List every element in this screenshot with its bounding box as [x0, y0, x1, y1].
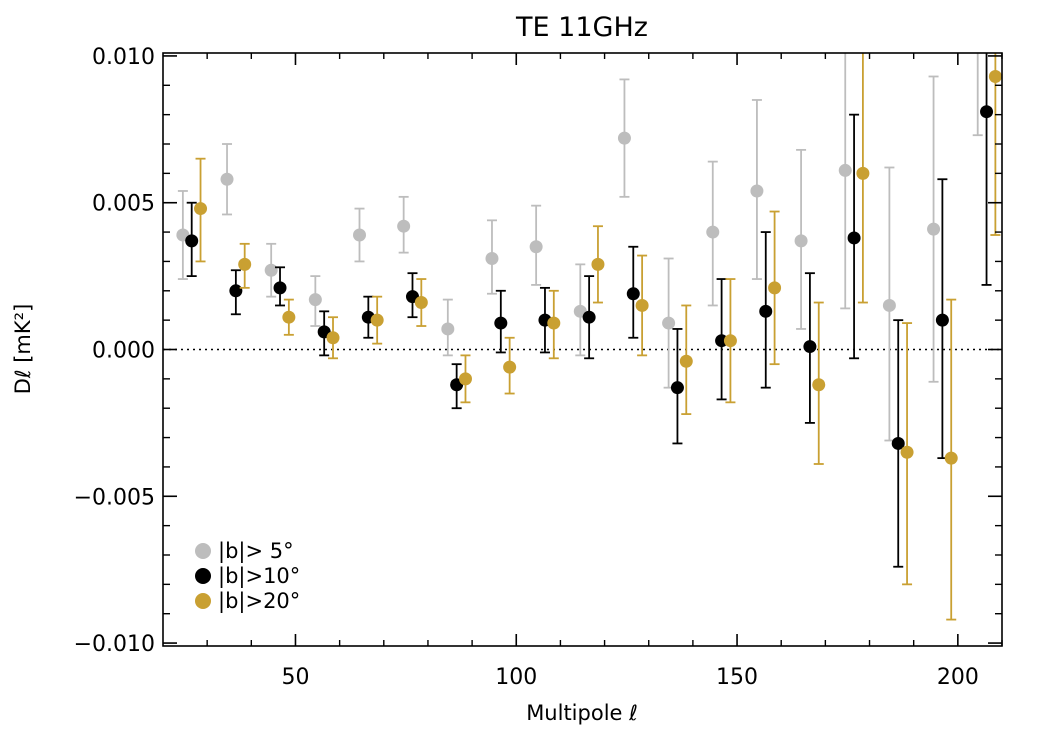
- data-point: [803, 340, 817, 354]
- data-point: [370, 313, 384, 327]
- data-point: [988, 69, 1002, 83]
- data-point: [847, 231, 861, 245]
- y-tick-label: −0.010: [74, 632, 155, 657]
- data-point: [679, 354, 693, 368]
- data-point: [750, 184, 764, 198]
- data-point: [980, 105, 994, 119]
- data-point: [927, 222, 941, 236]
- data-point: [494, 316, 508, 330]
- data-point: [635, 298, 649, 312]
- data-point: [617, 131, 631, 145]
- y-tick-label: 0.000: [92, 339, 155, 364]
- legend-label: |b|>20°: [218, 589, 300, 614]
- data-point: [273, 281, 287, 295]
- data-point: [441, 322, 455, 336]
- y-axis-label: Dℓ [mK²]: [11, 304, 35, 395]
- data-point: [900, 445, 914, 459]
- data-point: [220, 172, 234, 186]
- legend-marker: [195, 593, 211, 609]
- y-tick-label: −0.005: [74, 485, 155, 510]
- y-tick-label: 0.010: [92, 45, 155, 70]
- data-point: [582, 310, 596, 324]
- data-point: [353, 228, 367, 242]
- data-point: [194, 202, 208, 216]
- data-point: [768, 281, 782, 295]
- data-point: [626, 287, 640, 301]
- data-point: [282, 310, 296, 324]
- axis-ticks: 50 100 150 200 −0.010 −0.005 0.000 0.005 0.010: [74, 45, 1003, 690]
- data-point: [838, 163, 852, 177]
- data-point: [856, 166, 870, 180]
- data-point: [794, 234, 808, 248]
- chart-title: TE 11GHz: [515, 12, 648, 43]
- data-point: [547, 316, 561, 330]
- data-point: [503, 360, 517, 374]
- data-point: [706, 225, 720, 239]
- data-point: [397, 219, 411, 233]
- data-point: [812, 378, 826, 392]
- data-point: [264, 263, 278, 277]
- legend: |b|> 5°|b|>10°|b|>20°: [195, 539, 300, 614]
- data-point: [414, 296, 428, 310]
- data-point: [891, 436, 905, 450]
- x-tick-label: 150: [716, 665, 758, 690]
- data-point: [229, 284, 243, 298]
- data-point: [326, 331, 340, 345]
- y-tick-label: 0.005: [92, 192, 155, 217]
- data-point: [723, 334, 737, 348]
- data-point: [935, 313, 949, 327]
- data-point: [529, 240, 543, 254]
- legend-marker: [195, 568, 211, 584]
- x-tick-label: 50: [281, 665, 309, 690]
- x-tick-label: 100: [495, 665, 537, 690]
- x-tick-label: 200: [937, 665, 979, 690]
- data-point: [591, 257, 605, 271]
- data-point: [185, 234, 199, 248]
- data-series: [176, 53, 1002, 621]
- data-point: [308, 293, 322, 307]
- data-point: [662, 316, 676, 330]
- series-3: [194, 53, 1002, 621]
- data-point: [882, 298, 896, 312]
- series-2: [185, 53, 994, 568]
- data-point: [759, 304, 773, 318]
- data-point: [485, 251, 499, 265]
- legend-label: |b|>10°: [218, 564, 300, 589]
- legend-label: |b|> 5°: [218, 539, 294, 564]
- data-point: [670, 381, 684, 395]
- data-point: [944, 451, 958, 465]
- x-axis-label: Multipole ℓ: [526, 701, 638, 725]
- data-point: [458, 372, 472, 386]
- data-point: [238, 257, 252, 271]
- legend-marker: [195, 543, 211, 559]
